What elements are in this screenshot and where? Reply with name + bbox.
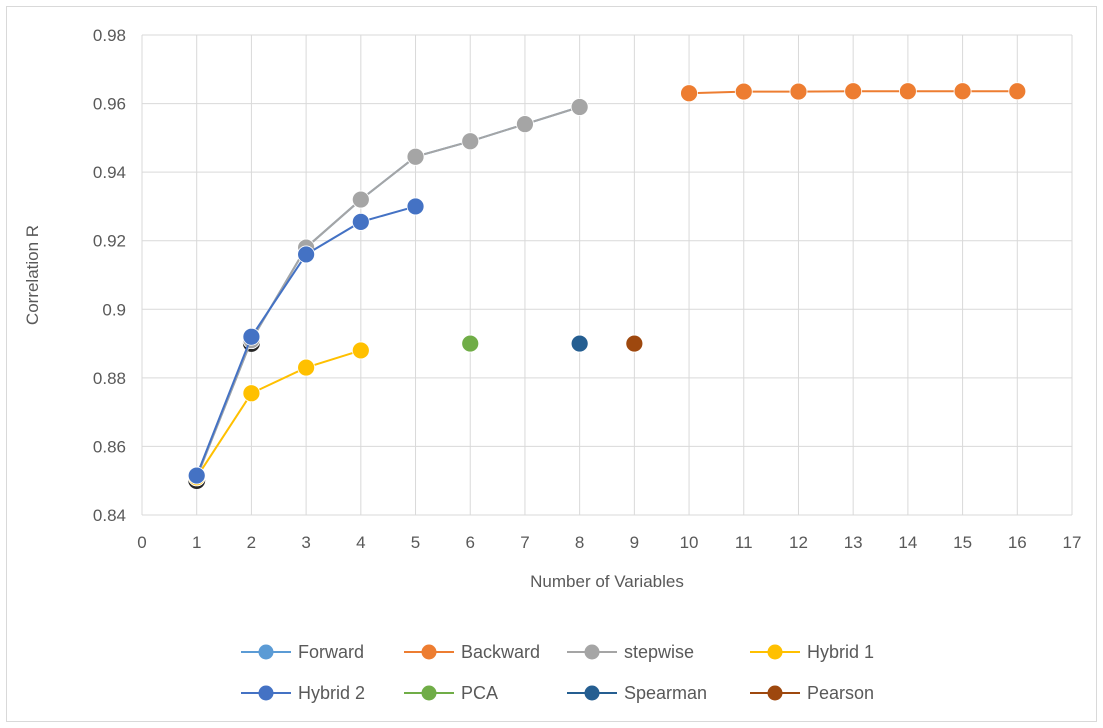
x-tick-label: 9 xyxy=(630,533,639,552)
legend-item-forward: Forward xyxy=(241,642,364,662)
legend-marker xyxy=(258,644,274,660)
x-tick-label: 3 xyxy=(301,533,310,552)
legend-item-hybrid-1: Hybrid 1 xyxy=(750,642,874,662)
legend-label: Hybrid 2 xyxy=(298,683,365,703)
data-point xyxy=(406,147,425,166)
data-point xyxy=(242,327,261,346)
data-point xyxy=(351,190,370,209)
x-tick-label: 6 xyxy=(466,533,475,552)
data-point xyxy=(516,115,534,134)
gridlines xyxy=(141,34,1073,516)
data-point xyxy=(406,197,425,216)
x-tick-label: 5 xyxy=(411,533,420,552)
legend-item-pearson: Pearson xyxy=(750,683,874,703)
x-tick-label: 2 xyxy=(247,533,256,552)
series-spearman xyxy=(570,334,589,353)
data-point xyxy=(297,358,316,377)
legend-label: stepwise xyxy=(624,642,694,662)
series-hybrid-2 xyxy=(187,197,425,485)
legend-item-hybrid-2: Hybrid 2 xyxy=(241,683,365,703)
data-point xyxy=(898,82,917,101)
y-tick-label: 0.94 xyxy=(93,163,126,182)
legend-marker xyxy=(584,685,600,701)
legend-marker xyxy=(767,685,783,701)
y-tick-label: 0.96 xyxy=(93,95,126,114)
legend-marker xyxy=(767,644,783,660)
legend-item-stepwise: stepwise xyxy=(567,642,694,662)
y-tick-label: 0.84 xyxy=(93,506,126,525)
series-pca xyxy=(461,334,480,353)
data-point xyxy=(570,98,589,116)
overlay-markers xyxy=(188,334,260,489)
data-point xyxy=(844,82,863,101)
data-point xyxy=(570,334,589,353)
x-tick-label: 15 xyxy=(953,533,972,552)
data-point xyxy=(187,466,206,485)
legend-marker xyxy=(584,644,600,660)
series-hybrid-1 xyxy=(187,341,370,487)
y-tick-label: 0.92 xyxy=(93,232,126,251)
legend-marker xyxy=(258,685,274,701)
legend-label: Backward xyxy=(461,642,540,662)
legend-item-pca: PCA xyxy=(404,683,498,703)
x-tick-label: 16 xyxy=(1008,533,1027,552)
data-point xyxy=(351,212,370,231)
x-tick-label: 17 xyxy=(1063,533,1082,552)
x-tick-label: 14 xyxy=(898,533,917,552)
legend-label: PCA xyxy=(461,683,498,703)
data-point xyxy=(297,245,316,264)
data-point xyxy=(789,82,808,101)
legend-marker xyxy=(421,644,437,660)
legend-label: Pearson xyxy=(807,683,874,703)
x-axis-title: Number of Variables xyxy=(530,572,684,591)
legend-label: Forward xyxy=(298,642,364,662)
y-tick-label: 0.98 xyxy=(93,26,126,45)
y-tick-label: 0.9 xyxy=(102,300,126,319)
series-line xyxy=(195,106,580,478)
x-tick-label: 11 xyxy=(735,533,753,552)
data-point xyxy=(734,82,753,101)
y-axis-title: Correlation R xyxy=(23,225,42,325)
y-tick-label: 0.88 xyxy=(93,369,126,388)
x-tick-label: 7 xyxy=(520,533,529,552)
data-point xyxy=(461,334,480,353)
series-forward xyxy=(187,98,589,487)
x-tick-label: 4 xyxy=(356,533,365,552)
x-tick-label: 0 xyxy=(137,533,146,552)
legend: Forward Backward stepwise Hybrid 1 Hybrid 2 P… xyxy=(241,642,874,703)
x-tick-label: 10 xyxy=(680,533,699,552)
series-pearson xyxy=(625,334,644,353)
series-line xyxy=(195,349,362,478)
x-tick-label: 1 xyxy=(192,533,201,552)
axes: 0.840.860.880.90.920.940.960.980 1 2 3 4 5 6 7 8… xyxy=(93,26,1082,552)
legend-marker xyxy=(421,685,437,701)
legend-label: Spearman xyxy=(624,683,707,703)
legend-label: Hybrid 1 xyxy=(807,642,874,662)
series-plot xyxy=(187,82,1027,489)
legend-item-backward: Backward xyxy=(404,642,540,662)
data-point xyxy=(351,341,370,360)
series-line xyxy=(195,106,580,478)
chart-area xyxy=(6,6,1097,722)
data-point xyxy=(625,334,644,353)
series-backward xyxy=(680,82,1027,103)
y-tick-label: 0.86 xyxy=(93,437,126,456)
data-point xyxy=(680,84,698,103)
x-tick-label: 8 xyxy=(575,533,584,552)
series-stepwise xyxy=(187,98,589,487)
data-point xyxy=(953,82,972,101)
data-point xyxy=(242,384,261,403)
x-tick-label: 13 xyxy=(844,533,863,552)
data-point xyxy=(461,132,480,151)
legend-item-spearman: Spearman xyxy=(567,683,707,703)
data-point xyxy=(1008,82,1027,101)
x-tick-label: 12 xyxy=(789,533,808,552)
